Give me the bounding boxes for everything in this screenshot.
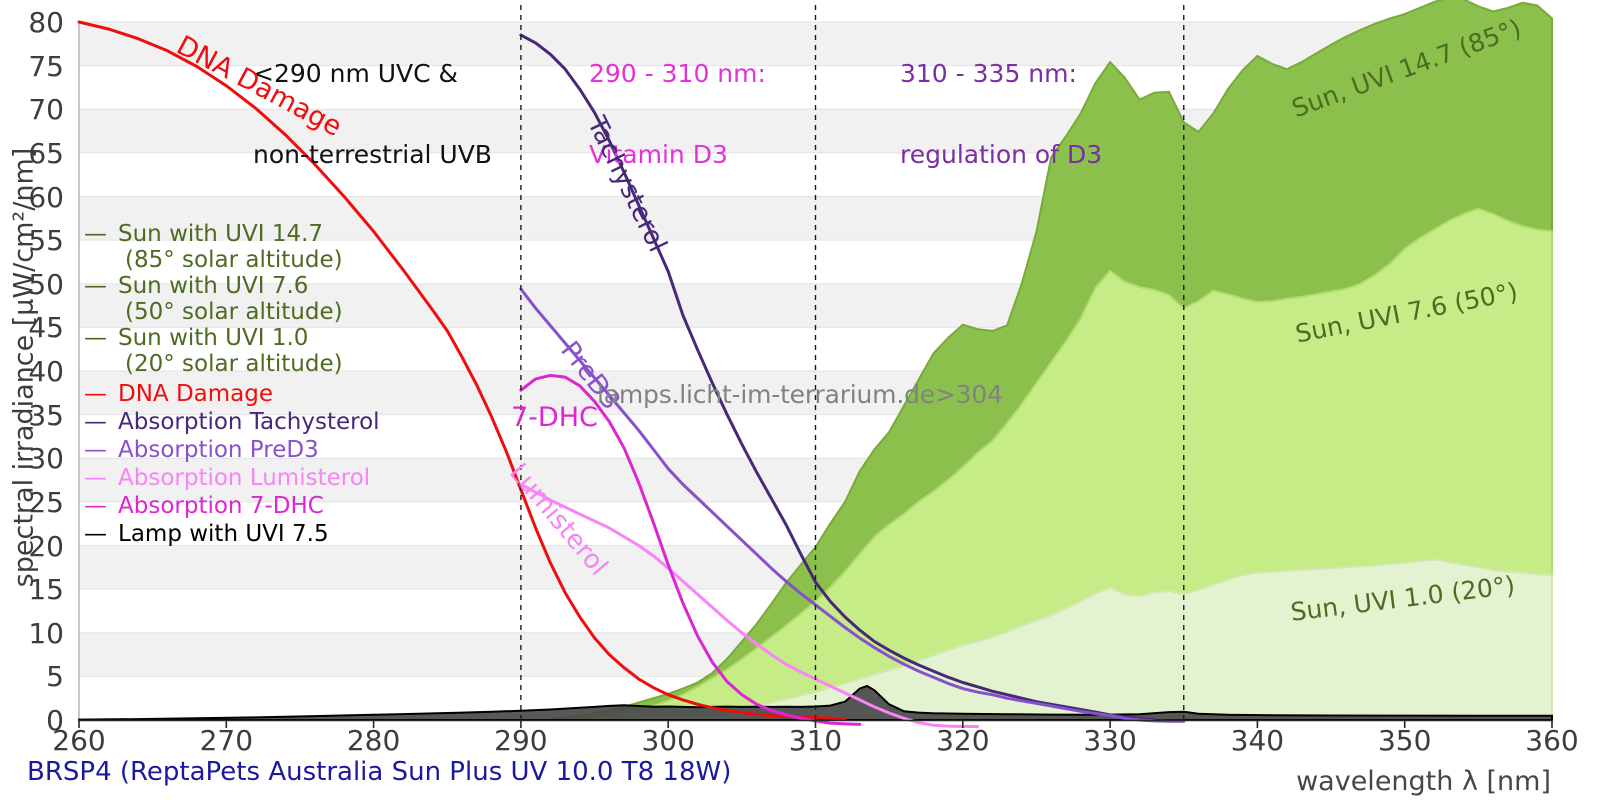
y-tick-label: 5 — [46, 660, 64, 694]
x-tick-label: 340 — [1230, 724, 1285, 757]
legend-label: Absorption PreD3 — [118, 437, 319, 463]
legend-dash-swatch: — — [84, 381, 107, 407]
y-tick-label: 0 — [46, 704, 64, 737]
x-tick-label: 270 — [199, 724, 254, 757]
y-tick-label: 55 — [28, 224, 64, 258]
legend-item: — Absorption Lumisterol — [84, 465, 370, 491]
curve-tachysterol — [519, 33, 1156, 722]
y-tick-label: 35 — [28, 398, 64, 432]
y-tick-label: 65 — [28, 136, 64, 170]
x-tick-label: 300 — [641, 724, 695, 757]
annotation-regulation-line2: regulation of D3 — [900, 140, 1103, 169]
legend-dash-swatch: — — [84, 493, 107, 519]
legend-item: — Absorption PreD3 — [84, 437, 319, 463]
y-tick-label: 15 — [28, 573, 64, 607]
curve-pred3 — [519, 287, 1186, 723]
y-axis-title: spectral irradiance [µW/cm²/nm] — [8, 147, 40, 588]
y-tick-label: 40 — [28, 355, 64, 388]
curve-dhc7 — [519, 373, 862, 726]
legend-label: Absorption 7-DHC — [118, 493, 324, 519]
y-tick-label: 70 — [28, 93, 64, 127]
y-tick-label: 45 — [28, 311, 64, 345]
annotation-vitamin-d3: 290 - 310 nm: Vitamin D3 — [589, 6, 766, 222]
annotation-vitamin-d3-line2: Vitamin D3 — [589, 140, 728, 169]
x-tick-label: 360 — [1525, 724, 1579, 757]
legend-label: Sun with UVI 1.0 — [118, 325, 309, 351]
legend-label: Absorption Lumisterol — [118, 465, 371, 491]
label-7dhc: 7-DHC — [511, 402, 598, 433]
legend-label: Absorption Tachysterol — [118, 409, 380, 435]
area-lamp — [78, 684, 1553, 721]
legend-item: — Sun with UVI 1.0 — [84, 325, 308, 351]
x-tick-label: 330 — [1083, 724, 1137, 757]
legend-item: — DNA Damage — [84, 381, 273, 407]
curve-dna_damage — [77, 20, 847, 721]
y-tick-label: 10 — [28, 616, 64, 650]
annotation-uvc-line1: <290 nm UVC & — [253, 59, 459, 88]
legend-dash-swatch: — — [84, 465, 107, 491]
legend-label: (85° solar altitude) — [125, 247, 343, 273]
watermark: lamps.licht-im-terrarium.de>304 — [597, 380, 1003, 409]
legend-item: — Sun with UVI 14.7 — [84, 221, 323, 247]
y-tick-label: 20 — [28, 529, 64, 563]
legend-dash-swatch: — — [84, 437, 107, 463]
legend-item: (50° solar altitude) — [84, 299, 343, 325]
area-series — [78, 0, 1553, 721]
legend-dash-swatch: — — [84, 325, 107, 351]
annotation-uvc: <290 nm UVC & non-terrestrial UVB — [253, 6, 492, 222]
legend-item: — Absorption Tachysterol — [84, 409, 380, 435]
legend-item: — Absorption 7-DHC — [84, 493, 324, 519]
annotation-regulation-line1: 310 - 335 nm: — [900, 59, 1077, 88]
legend-label: (20° solar altitude) — [125, 351, 343, 377]
x-tick-label: 310 — [788, 724, 843, 757]
x-tick-label: 280 — [346, 724, 401, 757]
annotation-regulation: 310 - 335 nm: regulation of D3 — [900, 6, 1102, 222]
legend-item: (20° solar altitude) — [84, 351, 343, 377]
legend-item: — Lamp with UVI 7.5 — [84, 521, 329, 547]
legend-label: Sun with UVI 7.6 — [118, 273, 309, 299]
chart-title: BRSP4 (ReptaPets Australia Sun Plus UV 1… — [27, 757, 732, 787]
legend-dash-swatch: — — [84, 409, 107, 435]
legend-label: DNA Damage — [118, 381, 274, 407]
x-axis-tick-marks — [78, 721, 1553, 728]
y-tick-label: 50 — [28, 267, 64, 301]
legend-dash-swatch: — — [84, 521, 107, 547]
y-tick-label: 60 — [28, 180, 64, 214]
x-tick-label: 260 — [52, 724, 106, 757]
y-tick-label: 75 — [28, 49, 64, 83]
legend-dash-swatch: — — [84, 273, 107, 299]
y-tick-label: 80 — [28, 6, 64, 39]
x-tick-label: 320 — [936, 724, 990, 757]
legend-label: Sun with UVI 14.7 — [118, 221, 324, 247]
y-tick-label: 25 — [28, 485, 64, 519]
legend-label: Lamp with UVI 7.5 — [118, 521, 329, 547]
annotation-vitamin-d3-line1: 290 - 310 nm: — [589, 59, 766, 88]
legend-item: (85° solar altitude) — [84, 247, 343, 273]
area-sun_uvi_1_0 — [681, 558, 1553, 721]
x-tick-label: 350 — [1377, 724, 1432, 757]
legend-item: — Sun with UVI 7.6 — [84, 273, 308, 299]
annotation-uvc-line2: non-terrestrial UVB — [253, 140, 492, 169]
x-axis-title: wavelength λ [nm] — [1296, 766, 1551, 797]
x-tick-label: 290 — [494, 724, 548, 757]
legend-label: (50° solar altitude) — [125, 299, 343, 325]
legend-dash-swatch: — — [84, 221, 107, 247]
y-tick-label: 30 — [28, 442, 64, 476]
